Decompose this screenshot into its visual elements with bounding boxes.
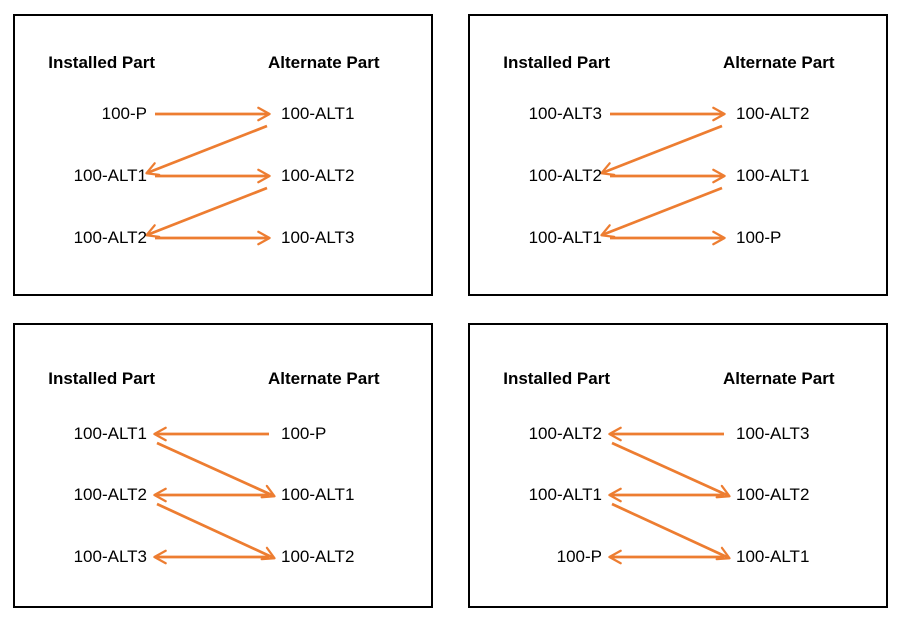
alternate-part-label: 100-ALT2 <box>281 166 355 185</box>
installed-part-label: 100-ALT3 <box>73 547 147 566</box>
alternate-part-header: Alternate Part <box>268 53 380 72</box>
alternate-part-header: Alternate Part <box>268 369 380 388</box>
installed-part-label: 100-ALT2 <box>528 166 602 185</box>
connection-arrow <box>600 124 723 177</box>
panel-bottom-left: Installed Part Alternate Part 100-ALT1 10… <box>13 323 433 608</box>
installed-part-label: 100-ALT1 <box>528 485 602 504</box>
panel-top-right: Installed Part Alternate Part 100-ALT3 10… <box>468 14 888 296</box>
installed-part-label: 100-ALT3 <box>528 104 602 123</box>
installed-part-label: 100-ALT1 <box>528 228 602 247</box>
connection-arrow <box>145 186 268 239</box>
installed-part-label: 100-ALT2 <box>528 424 602 443</box>
installed-part-header: Installed Part <box>48 53 155 72</box>
connection-arrow <box>600 186 723 239</box>
alternate-part-label: 100-ALT1 <box>736 547 810 566</box>
panel-bottom-right: Installed Part Alternate Part 100-ALT2 10… <box>468 323 888 608</box>
installed-part-label: 100-ALT2 <box>73 485 147 504</box>
installed-part-header: Installed Part <box>48 369 155 388</box>
panel-top-left: Installed Part Alternate Part 100-P 100-A… <box>13 14 433 296</box>
alternate-part-label: 100-P <box>736 228 782 247</box>
alternate-part-label: 100-ALT3 <box>736 424 810 443</box>
connection-arrow <box>611 441 731 499</box>
alternate-part-label: 100-P <box>281 424 327 443</box>
connection-arrow <box>156 441 276 499</box>
installed-part-header: Installed Part <box>503 369 610 388</box>
connection-arrow <box>611 502 731 561</box>
alternate-part-label: 100-ALT2 <box>736 104 810 123</box>
installed-part-label: 100-ALT1 <box>73 166 147 185</box>
installed-part-header: Installed Part <box>503 53 610 72</box>
installed-part-label: 100-P <box>556 547 602 566</box>
alternate-part-label: 100-ALT1 <box>736 166 810 185</box>
alternate-part-header: Alternate Part <box>723 53 835 72</box>
connection-arrow <box>145 124 268 177</box>
alternate-part-label: 100-ALT1 <box>281 104 355 123</box>
alternate-part-header: Alternate Part <box>723 369 835 388</box>
alternate-part-label: 100-ALT3 <box>281 228 355 247</box>
installed-part-label: 100-ALT2 <box>73 228 147 247</box>
alternate-part-label: 100-ALT2 <box>736 485 810 504</box>
installed-part-label: 100-ALT1 <box>73 424 147 443</box>
alternate-part-label: 100-ALT1 <box>281 485 355 504</box>
installed-part-label: 100-P <box>101 104 147 123</box>
connection-arrow <box>156 502 276 561</box>
alternate-part-label: 100-ALT2 <box>281 547 355 566</box>
